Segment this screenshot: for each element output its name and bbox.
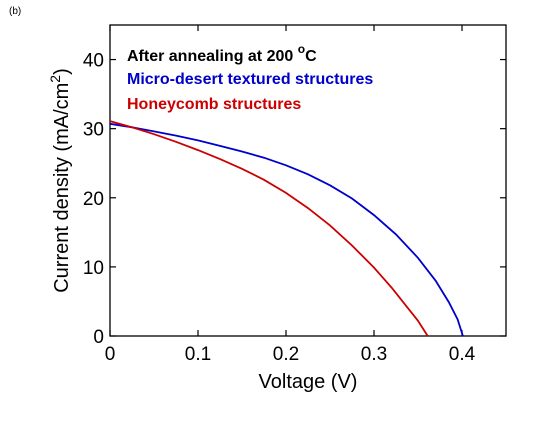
y-axis-label: Current density (mA/cm2) — [47, 68, 73, 293]
legend-entry-honeycomb: Honeycomb structures — [127, 96, 301, 113]
y-tick-label: 0 — [93, 327, 104, 348]
y-tick-label: 30 — [83, 120, 104, 141]
panel-label: (b) — [9, 6, 22, 17]
chart-title: After annealing at 200 oC — [127, 42, 317, 65]
plot-frame — [109, 24, 507, 337]
x-tick-label: 0.4 — [449, 344, 476, 365]
x-tick-label: 0.3 — [361, 344, 387, 365]
legend-entry-micro-desert: Micro-desert textured structures — [127, 71, 373, 88]
y-tick-label: 20 — [83, 189, 104, 210]
series-line-micro-desert — [109, 122, 464, 337]
plot-area: 0 0.1 0.2 0.3 0.4 0 10 20 30 40 — [83, 24, 507, 365]
y-tick-label: 40 — [83, 51, 104, 72]
x-tick-label: 0.1 — [185, 344, 211, 365]
y-tick-label: 10 — [83, 258, 104, 279]
x-tick-label: 0 — [105, 344, 116, 365]
series-line-honeycomb — [109, 120, 429, 337]
x-axis-label: Voltage (V) — [259, 371, 358, 393]
x-tick-label: 0.2 — [273, 344, 299, 365]
